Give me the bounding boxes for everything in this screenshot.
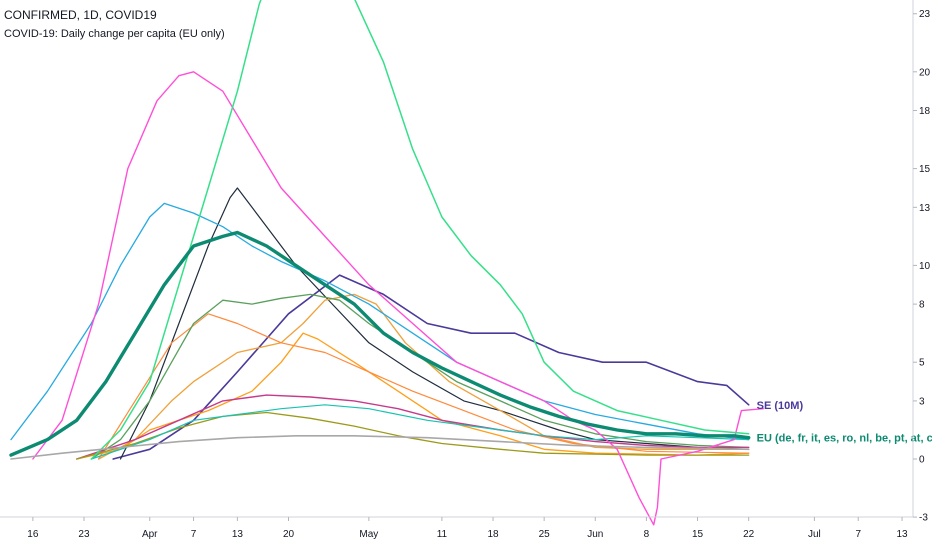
- x-tick-label: 20: [283, 529, 295, 540]
- series-line-0: [112, 274, 750, 460]
- series-line-7: [75, 394, 750, 460]
- y-tick-label: 18: [919, 106, 931, 117]
- y-tick-label: 20: [919, 67, 931, 78]
- y-tick-label: 0: [919, 455, 925, 466]
- x-tick-label: 8: [644, 529, 650, 540]
- y-tick-label: 5: [919, 358, 925, 369]
- x-tick-label: 15: [692, 529, 704, 540]
- x-tick-label: 13: [232, 529, 244, 540]
- x-tick-label: 7: [191, 529, 197, 540]
- y-tick-label: 8: [919, 300, 925, 311]
- chart-subtitle: COVID-19: Daily change per capita (EU on…: [4, 28, 225, 40]
- series-line-11: [90, 0, 750, 460]
- series-line-2: [97, 293, 750, 460]
- series-line-8: [76, 411, 750, 460]
- x-tick-label: Apr: [142, 529, 158, 540]
- series-line-10: [32, 71, 764, 526]
- series-line-4: [97, 313, 750, 460]
- x-tick-label: 23: [78, 529, 90, 540]
- series-label-0: SE (10M): [757, 400, 804, 412]
- y-tick-label: 10: [919, 261, 931, 272]
- series-label-13: EU (de, fr, it, es, ro, nl, be, pt, at, …: [757, 433, 932, 445]
- y-tick-label: -3: [919, 513, 928, 524]
- x-axis-ticks: 16 23 Apr 7 13 20 May 11 18 25 Jun 8 15 22 Jul 7 13: [27, 517, 908, 540]
- chart-header: CONFIRMED, 1D, COVID19 COVID-19: Daily c…: [4, 8, 225, 40]
- x-tick-label: Jun: [587, 529, 603, 540]
- chart-title: CONFIRMED, 1D, COVID19: [4, 8, 157, 22]
- x-tick-label: Jul: [808, 529, 821, 540]
- x-tick-label: May: [359, 529, 378, 540]
- series-labels: SE (10M) EU (de, fr, it, es, ro, nl, be, …: [757, 400, 932, 445]
- series-line-6: [10, 202, 750, 441]
- y-tick-label: 3: [919, 396, 925, 407]
- x-tick-label: 16: [27, 529, 39, 540]
- x-tick-label: 18: [487, 529, 499, 540]
- series-line-12: [10, 434, 750, 460]
- x-tick-label: 7: [855, 529, 861, 540]
- x-tick-label: 11: [437, 529, 448, 540]
- series-line-13: [9, 230, 751, 457]
- y-tick-label: 15: [919, 164, 931, 175]
- y-axis-ticks: -303581013151820232528: [913, 9, 931, 524]
- y-tick-label: 23: [919, 9, 931, 20]
- series-line-5: [90, 293, 750, 460]
- series-lines: [9, 0, 764, 526]
- x-tick-label: 13: [896, 529, 908, 540]
- x-tick-label: 22: [743, 529, 755, 540]
- series-line-9: [90, 404, 750, 460]
- x-tick-label: 25: [539, 529, 551, 540]
- y-tick-label: 13: [919, 203, 931, 214]
